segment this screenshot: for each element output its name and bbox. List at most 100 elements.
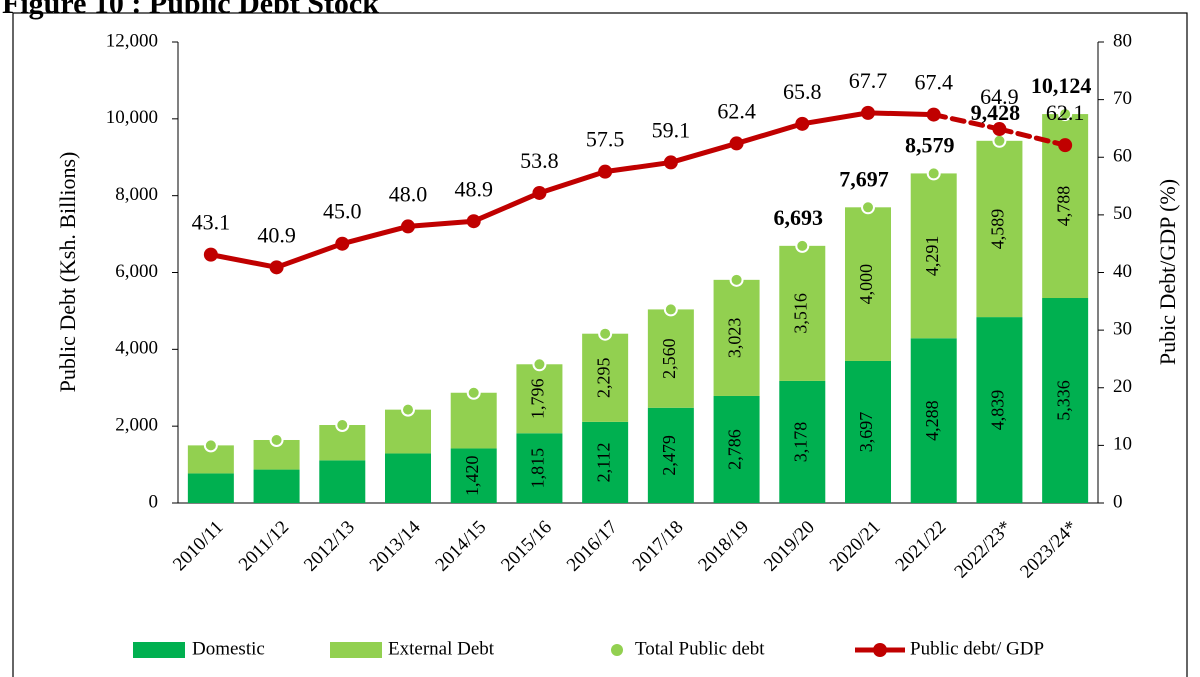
bar-segment [910, 338, 957, 503]
y2-axis-title: Pubic Debt/GDP (%) [1155, 179, 1180, 365]
bar-segment [187, 473, 234, 503]
bar-label: 2,560 [659, 338, 679, 379]
bar-label: 2,295 [593, 358, 613, 399]
bar-label: 3,178 [790, 422, 810, 463]
bar-label: 4,589 [988, 209, 1008, 250]
ratio-marker [532, 185, 547, 200]
y-tick-label: 12,000 [106, 30, 158, 51]
bar-segment [976, 317, 1023, 503]
bar-segment [450, 392, 497, 449]
bar-label: 4,839 [988, 390, 1008, 431]
legend-label: Domestic [192, 638, 265, 659]
ratio-marker [992, 122, 1007, 137]
ratio-line-segment [405, 218, 477, 229]
y-tick-label: 0 [149, 491, 159, 512]
ratio-label: 62.4 [717, 98, 756, 123]
total-marker [992, 133, 1007, 148]
bar-label: 5,336 [1053, 380, 1073, 421]
bar-label: 2,786 [725, 429, 745, 470]
bar-segment [385, 409, 431, 454]
bar-label: 1,796 [528, 379, 548, 420]
bar-label: 3,697 [856, 412, 876, 453]
bar-segment [582, 333, 629, 422]
ratio-marker [335, 236, 350, 251]
ratio-line-segment [799, 110, 871, 127]
legend: Domestic External Debt Total Public debt… [133, 638, 1044, 659]
ratio-label: 53.8 [520, 148, 559, 173]
legend-swatch [873, 643, 887, 657]
ratio-marker [203, 247, 218, 262]
total-marker [598, 326, 613, 341]
legend-swatch [330, 642, 382, 658]
ratio-line-segment [274, 241, 345, 270]
y-tick-label: 8,000 [115, 184, 158, 205]
frame [12, 12, 1188, 677]
legend-label: External Debt [388, 638, 495, 659]
bar-segment [779, 245, 826, 381]
ratio-line-segment [471, 190, 542, 224]
total-marker [269, 432, 284, 447]
ratio-label: 43.1 [192, 210, 231, 235]
x-tick-label: 2022/23* [950, 517, 1016, 583]
x-tick-label: 2016/17 [563, 517, 622, 576]
bar-segment [845, 207, 891, 361]
legend-swatch [611, 644, 623, 656]
ratio-marker [729, 136, 744, 151]
total-marker [795, 238, 810, 253]
ratio-label: 64.9 [980, 84, 1019, 109]
bar-segment [845, 360, 891, 503]
x-tick-label: 2014/15 [431, 517, 490, 576]
x-tick-label: 2012/13 [300, 517, 359, 576]
total-marker [1058, 107, 1073, 122]
y2-tick-label: 10 [1113, 434, 1132, 455]
ratio-marker [861, 105, 875, 120]
bar-segment [582, 421, 629, 503]
bar-label: 3,516 [790, 293, 810, 334]
total-marker [335, 418, 350, 433]
ratio-marker [663, 155, 678, 170]
y2-tick-label: 80 [1113, 30, 1132, 51]
y-tick-label: 4,000 [115, 338, 158, 359]
total-label: 9,428 [971, 100, 1021, 125]
bar-segment [910, 173, 957, 339]
ratio-marker [795, 116, 810, 131]
y2-tick-label: 60 [1113, 146, 1132, 167]
bar-segment [450, 448, 497, 503]
x-tick-label: 2013/14 [366, 516, 425, 575]
ratio-label: 57.5 [586, 127, 625, 152]
bar-label: 4,288 [922, 400, 942, 441]
chart-title: Figure 10 : Public Debt Stock [2, 0, 379, 20]
ratio-label: 59.1 [652, 117, 691, 142]
ratio-label: 67.7 [849, 68, 888, 93]
total-label: 10,124 [1031, 73, 1092, 98]
ratio-marker [1058, 138, 1073, 153]
total-label: 8,579 [905, 132, 955, 157]
bar-segment [319, 460, 366, 503]
total-marker [729, 272, 744, 287]
ratio-label: 67.4 [914, 70, 953, 95]
x-tick-label: 2023/24* [1016, 517, 1082, 583]
y-axis-title: Public Debt (Ksh. Billions) [55, 152, 80, 393]
total-marker [401, 402, 415, 417]
legend-swatch [133, 642, 185, 658]
x-tick-label: 2020/21 [826, 517, 885, 576]
total-label: 6,693 [774, 205, 824, 230]
y-tick-label: 2,000 [115, 415, 158, 436]
legend-label: Public debt/ GDP [910, 638, 1044, 659]
bar-segment [713, 279, 760, 396]
total-marker [926, 166, 941, 181]
total-label: 7,697 [839, 166, 889, 191]
total-marker [466, 385, 481, 400]
x-tick-label: 2010/11 [169, 517, 227, 575]
bar-segment [976, 140, 1023, 318]
ratio-label: 48.0 [389, 181, 428, 206]
ratio-marker [466, 214, 481, 229]
bar-segment [516, 433, 563, 503]
ratio-marker [269, 260, 284, 275]
ratio-label: 65.8 [783, 79, 822, 104]
bar-segment [385, 453, 431, 503]
ratio-marker [401, 219, 415, 234]
total-marker [663, 302, 678, 317]
x-tick-label: 2021/22 [891, 517, 950, 576]
